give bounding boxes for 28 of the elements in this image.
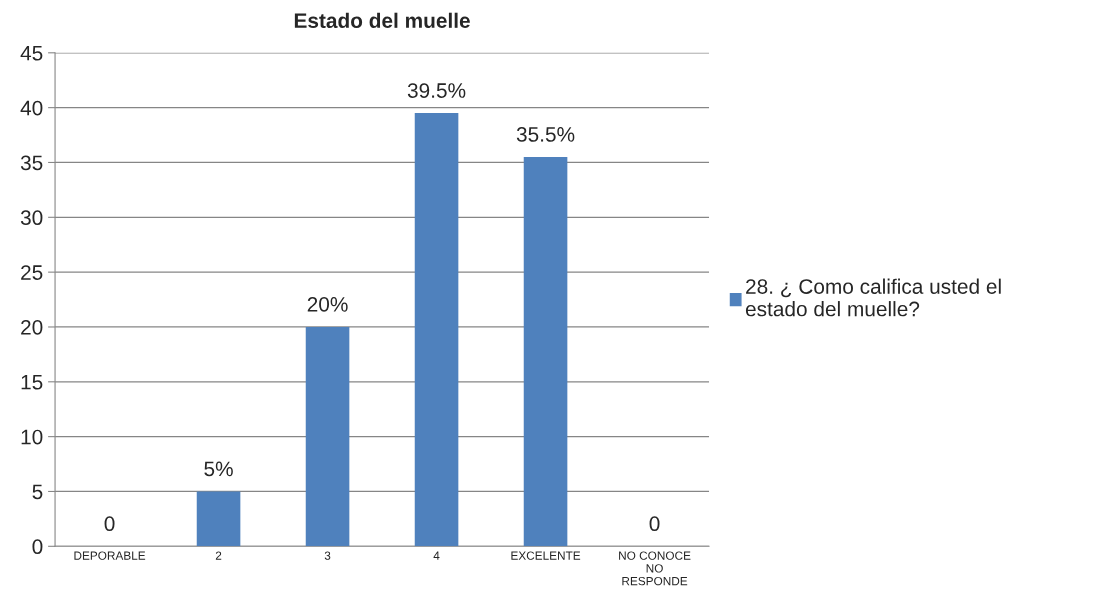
y-tick-label: 30 — [20, 210, 43, 226]
x-tick-label: NO CONOCE NO RESPONDE — [619, 551, 691, 586]
data-label: 5% — [204, 461, 233, 477]
y-tick-label: 5 — [32, 484, 43, 500]
data-label: 20% — [307, 296, 348, 312]
y-tick-label: 35 — [20, 155, 43, 171]
x-tick-label: DEPORABLE — [74, 551, 146, 560]
y-tick-label: 0 — [32, 539, 43, 555]
x-tick-label: 2 — [215, 551, 222, 560]
data-label: 0 — [104, 516, 115, 532]
x-tick-label: 4 — [433, 551, 440, 560]
y-tick-label: 10 — [21, 429, 43, 445]
y-tick-label: 45 — [20, 46, 43, 61]
chart-title: Estado del muelle — [294, 12, 470, 29]
y-tick-label: 20 — [21, 319, 43, 335]
y-tick-label: 25 — [21, 265, 43, 280]
data-label: 35.5% — [516, 127, 575, 142]
data-label: 0 — [649, 516, 660, 532]
bar — [305, 326, 350, 547]
legend-label: 28. ¿ Como califica usted el estado del muelle? — [745, 278, 1001, 317]
data-label: 39.5% — [407, 83, 466, 98]
bar — [196, 491, 241, 547]
y-tick-label: 40 — [20, 100, 43, 116]
bar — [523, 156, 568, 547]
x-tick-label: EXCELENTE — [511, 551, 581, 560]
bar — [414, 113, 459, 547]
y-tick-label: 15 — [21, 375, 43, 390]
x-tick-label: 3 — [324, 551, 331, 560]
